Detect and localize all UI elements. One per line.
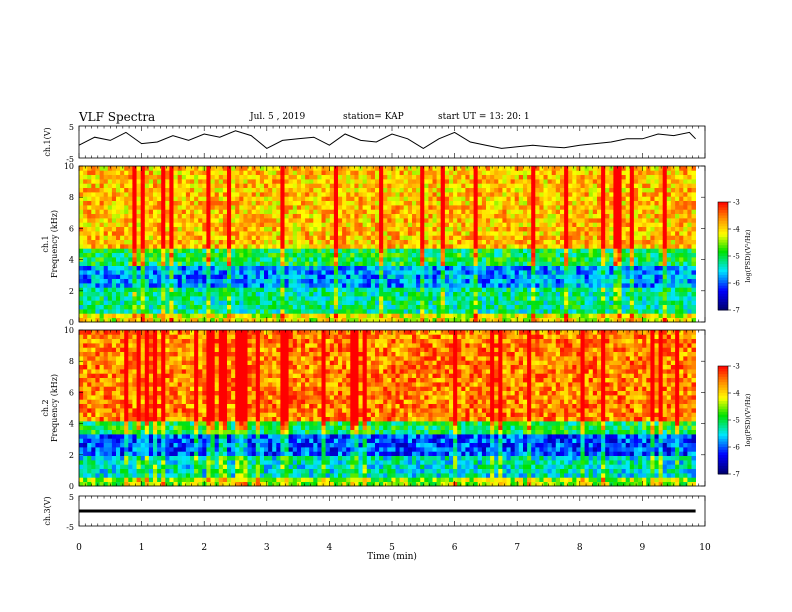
colorbar-tick-label: -4 xyxy=(733,226,740,234)
y-tick-label: 8 xyxy=(69,357,74,366)
y-tick-label: 5 xyxy=(69,123,74,132)
x-tick-label: 0 xyxy=(76,543,82,553)
x-tick-label: 7 xyxy=(514,543,520,553)
colorbar-tick-label: -6 xyxy=(733,280,740,288)
x-axis-label: Time (min) xyxy=(367,551,417,562)
colorbar-tick-label: -4 xyxy=(733,390,740,398)
y-tick-label: -5 xyxy=(66,155,74,164)
y-tick-label: -5 xyxy=(66,523,74,532)
colorbar-label: log(PSD)(V²/Hz) xyxy=(744,229,752,282)
x-tick-label: 10 xyxy=(699,543,711,553)
y-tick-label: 10 xyxy=(64,162,74,171)
y-tick-label: 2 xyxy=(69,287,74,296)
y-tick-label: 4 xyxy=(69,256,74,265)
chart-title: VLF Spectra xyxy=(79,110,156,124)
start-ut-label: start UT = 13: 20: 1 xyxy=(438,112,530,122)
ch2-spectrogram-cells xyxy=(79,330,696,487)
x-tick-label: 8 xyxy=(577,543,583,553)
colorbar-label: log(PSD)(V²/Hz) xyxy=(744,393,752,446)
ch1-waveform-line xyxy=(78,130,696,149)
y-tick-label: 10 xyxy=(64,326,74,335)
y-tick-label: 6 xyxy=(69,388,74,397)
colorbar-tick-label: -3 xyxy=(733,363,740,371)
colorbar-tick-label: -7 xyxy=(733,307,740,315)
x-tick-label: 2 xyxy=(201,543,207,553)
y-axis-label: ch.1(V) xyxy=(43,127,52,156)
y-axis-label: Frequency (kHz) xyxy=(50,210,59,278)
y-tick-label: 6 xyxy=(69,224,74,233)
ch1-spectrogram-cells xyxy=(79,166,696,323)
ch2-spectrogram-colorbar xyxy=(718,366,728,475)
y-axis-label: ch.2 xyxy=(41,399,50,416)
colorbar-tick-label: -3 xyxy=(733,199,740,207)
x-tick-label: 5 xyxy=(389,543,395,553)
y-tick-label: 8 xyxy=(69,193,74,202)
y-axis-label: Frequency (kHz) xyxy=(50,374,59,442)
colorbar-tick-label: -5 xyxy=(733,417,740,425)
y-axis-label: ch.3(V) xyxy=(43,496,52,525)
x-tick-label: 9 xyxy=(640,543,646,553)
colorbar-tick-label: -7 xyxy=(733,471,740,479)
y-axis-label: ch.1 xyxy=(41,235,50,252)
y-tick-label: 0 xyxy=(69,318,74,327)
y-tick-label: 0 xyxy=(69,482,74,491)
x-tick-label: 6 xyxy=(452,543,458,553)
x-tick-label: 1 xyxy=(139,543,145,553)
y-tick-label: 2 xyxy=(69,451,74,460)
colorbar-tick-label: -5 xyxy=(733,253,740,261)
station-label: station= KAP xyxy=(343,112,404,122)
y-tick-label: 4 xyxy=(69,420,74,429)
x-tick-label: 4 xyxy=(327,543,333,553)
date-label: Jul. 5 , 2019 xyxy=(250,112,306,122)
x-tick-label: 3 xyxy=(264,543,270,553)
y-tick-label: 5 xyxy=(69,493,74,502)
colorbar-tick-label: -6 xyxy=(733,444,740,452)
ch1-spectrogram-colorbar xyxy=(718,202,728,311)
